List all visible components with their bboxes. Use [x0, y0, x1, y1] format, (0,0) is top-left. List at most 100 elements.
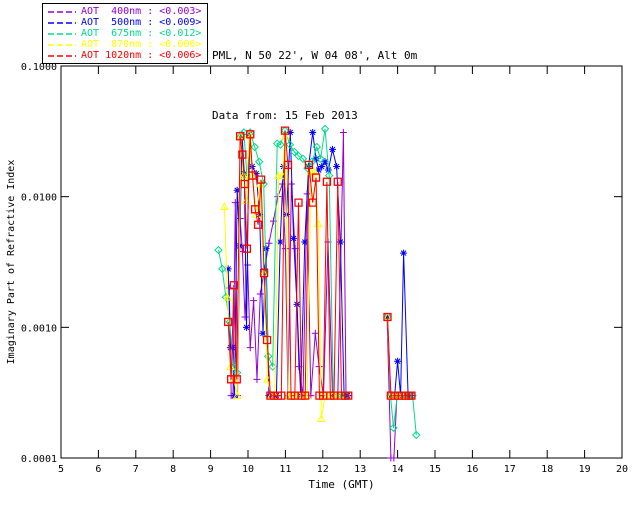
- plus-marker: [246, 344, 254, 352]
- asterisk-marker: [312, 155, 320, 163]
- square-marker: [407, 391, 416, 400]
- x-tick-label: 10: [242, 464, 254, 475]
- y-tick-label: 0.0001: [21, 454, 57, 465]
- diamond-marker: [290, 147, 299, 157]
- triangle-marker: [220, 202, 229, 210]
- legend-sep: :: [141, 50, 160, 61]
- asterisk-marker: [321, 158, 329, 166]
- legend-item: AOT 1020nm : <0.006>: [47, 50, 201, 61]
- asterisk-marker: [286, 128, 294, 136]
- asterisk-marker: [276, 238, 284, 246]
- square-marker: [240, 179, 249, 189]
- square-marker: [229, 281, 238, 290]
- square-marker: [333, 177, 342, 186]
- legend-value: <0.009>: [159, 17, 202, 28]
- square-marker: [250, 205, 260, 214]
- triangle-marker: [259, 268, 269, 277]
- series-line-AOT-870nm: [223, 134, 340, 419]
- legend-label: AOT 1020nm: [81, 50, 142, 61]
- legend-item: AOT 675nm : <0.012>: [47, 28, 201, 39]
- legend-box: AOT 400nm : <0.003> AOT 500nm : <0.009> AO…: [42, 3, 209, 64]
- asterisk-marker: [318, 163, 326, 171]
- asterisk-marker: [243, 323, 251, 331]
- y-tick-label: 0.1000: [21, 62, 57, 73]
- square-marker: [322, 177, 332, 186]
- asterisk-marker: [309, 128, 317, 136]
- diamond-marker: [316, 154, 325, 163]
- diamond-marker: [298, 154, 308, 163]
- legend-line-sample: [48, 10, 76, 13]
- square-marker: [246, 130, 255, 139]
- legend-label: AOT 675nm: [81, 28, 142, 39]
- diamond-marker: [320, 124, 330, 134]
- asterisk-marker: [301, 238, 309, 246]
- legend-label: AOT 870nm: [81, 39, 142, 50]
- square-marker: [277, 391, 286, 400]
- plus-marker: [311, 329, 319, 337]
- legend-value: <0.006>: [159, 39, 202, 50]
- asterisk-marker: [259, 329, 267, 337]
- x-tick-label: 13: [354, 464, 366, 475]
- x-tick-label: 14: [392, 464, 404, 475]
- asterisk-marker: [233, 186, 241, 194]
- data-date-text: Data from: 15 Feb 2013: [212, 109, 358, 122]
- square-marker: [242, 244, 252, 253]
- diamond-marker: [285, 140, 295, 149]
- legend-value: <0.006>: [159, 50, 202, 61]
- legend-item: AOT 400nm : <0.003>: [47, 6, 201, 17]
- square-marker: [238, 150, 247, 159]
- asterisk-marker: [262, 245, 270, 253]
- asterisk-marker: [333, 163, 341, 171]
- square-marker: [301, 391, 310, 400]
- square-marker: [311, 173, 321, 182]
- x-tick-label: 5: [58, 464, 64, 475]
- asterisk-marker: [315, 166, 323, 174]
- diamond-marker: [217, 264, 227, 274]
- y-axis-title: Imaginary Part of Refractive Index: [6, 160, 17, 365]
- square-marker: [235, 132, 245, 141]
- square-marker: [253, 220, 263, 229]
- square-marker: [308, 198, 317, 207]
- legend-item: AOT 870nm : <0.006>: [47, 39, 201, 50]
- legend-sep: :: [141, 6, 160, 17]
- diamond-marker: [250, 142, 259, 152]
- asterisk-marker: [231, 392, 239, 400]
- square-marker: [259, 268, 269, 278]
- asterisk-marker: [329, 145, 337, 153]
- plot-header: PML, N 50 22', W 04 08', Alt 0m Data fro…: [212, 6, 417, 166]
- x-tick-label: 12: [317, 464, 329, 475]
- site-location-text: PML, N 50 22', W 04 08', Alt 0m: [212, 49, 418, 62]
- square-marker: [232, 375, 241, 384]
- x-tick-label: 20: [616, 464, 628, 475]
- diamond-marker: [294, 151, 303, 161]
- series-line-AOT-500nm: [387, 253, 412, 397]
- x-tick-label: 11: [279, 464, 291, 475]
- legend-sep: :: [141, 17, 160, 28]
- plus-marker: [256, 290, 264, 298]
- x-tick-label: 15: [429, 464, 441, 475]
- x-tick-label: 9: [208, 464, 214, 475]
- plus-marker: [265, 239, 273, 247]
- square-marker: [248, 171, 257, 180]
- x-tick-label: 19: [579, 464, 591, 475]
- plus-marker: [250, 297, 258, 305]
- legend-label: AOT 400nm: [81, 6, 142, 17]
- legend-item: AOT 500nm : <0.009>: [47, 17, 201, 28]
- asterisk-marker: [400, 249, 408, 257]
- x-tick-label: 17: [504, 464, 516, 475]
- legend-line-sample: [48, 32, 76, 35]
- series-line-AOT-1020nm: [227, 130, 349, 397]
- y-tick-label: 0.0010: [21, 323, 57, 334]
- diamond-marker: [412, 430, 421, 440]
- legend-line-sample: [48, 21, 76, 24]
- diamond-marker: [214, 245, 223, 255]
- diamond-marker: [324, 171, 334, 180]
- triangle-marker: [316, 414, 326, 422]
- diamond-marker: [276, 140, 285, 149]
- square-marker: [283, 160, 293, 170]
- plus-marker: [339, 128, 347, 136]
- square-marker: [383, 312, 392, 322]
